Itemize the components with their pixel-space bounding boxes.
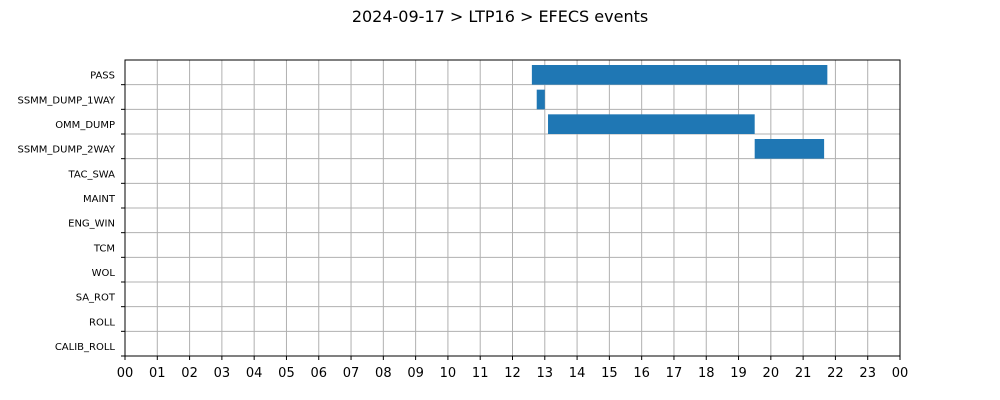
x-tick-label: 01 — [149, 366, 166, 381]
y-tick-label: PASS — [90, 71, 115, 82]
event-bar — [754, 139, 825, 159]
y-tick-label: SA_ROT — [76, 293, 116, 304]
x-tick-label: 11 — [472, 366, 489, 381]
x-tick-label: 10 — [440, 366, 457, 381]
y-tick-label: SSMM_DUMP_1WAY — [17, 95, 115, 106]
event-bar — [548, 114, 755, 134]
event-bar — [536, 89, 545, 110]
x-tick-label: 07 — [343, 366, 360, 381]
x-tick-label: 00 — [892, 366, 909, 381]
y-tick-label: MAINT — [83, 194, 116, 205]
x-tick-label: 17 — [666, 366, 683, 381]
x-tick-label: 14 — [569, 366, 586, 381]
y-tick-label: CALIB_ROLL — [55, 342, 116, 353]
chart-title: 2024-09-17 > LTP16 > EFECS events — [352, 7, 648, 26]
x-tick-label: 09 — [407, 366, 424, 381]
y-tick-label: ROLL — [89, 317, 115, 328]
x-tick-label: 23 — [859, 366, 876, 381]
x-tick-label: 22 — [827, 366, 844, 381]
x-tick-label: 02 — [181, 366, 198, 381]
event-bar — [531, 65, 828, 85]
y-tick-label: WOL — [92, 268, 116, 279]
y-tick-label: TAC_SWA — [67, 169, 115, 180]
x-tick-label: 12 — [504, 366, 521, 381]
y-tick-label: ENG_WIN — [68, 219, 115, 230]
y-tick-label: SSMM_DUMP_2WAY — [17, 145, 115, 156]
x-tick-label: 15 — [601, 366, 618, 381]
x-tick-label: 04 — [246, 366, 263, 381]
grid-layer — [124, 60, 901, 356]
x-tick-label: 08 — [375, 366, 392, 381]
plot-frame — [124, 59, 901, 357]
x-tick-label: 06 — [310, 366, 327, 381]
x-tick-label: 18 — [698, 366, 715, 381]
y-tick-label: TCM — [93, 243, 115, 254]
x-tick-label: 21 — [795, 366, 812, 381]
x-tick-label: 20 — [763, 366, 780, 381]
x-tick-label: 19 — [730, 366, 747, 381]
x-tick-label: 03 — [214, 366, 231, 381]
x-tick-label: 13 — [537, 366, 554, 381]
x-tick-label: 16 — [633, 366, 650, 381]
bar-layer — [531, 65, 828, 159]
x-tick-label: 05 — [278, 366, 295, 381]
x-tick-label: 00 — [117, 366, 134, 381]
axis-layer: 00 01 02 03 04 05 06 07 08 09 10 11 12 13 14 15 16 17 18 19… — [17, 71, 908, 381]
y-tick-label: OMM_DUMP — [55, 120, 115, 131]
